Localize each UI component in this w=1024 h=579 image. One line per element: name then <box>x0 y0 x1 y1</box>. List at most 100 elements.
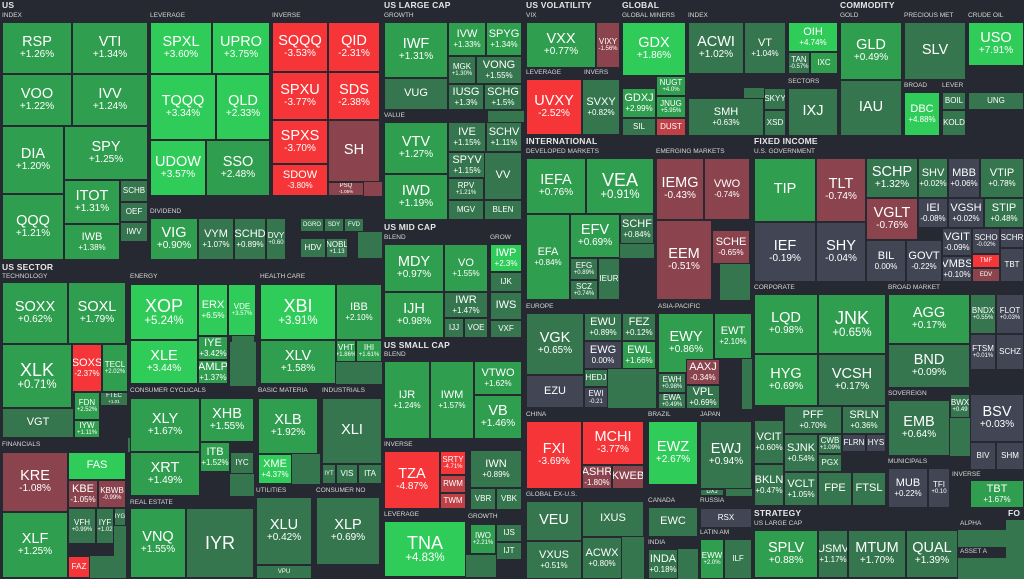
small-etf-cluster[interactable] <box>488 111 524 122</box>
etf-tile-vgt[interactable]: VGT <box>2 408 74 438</box>
etf-tile-itot[interactable]: ITOT +1.31% <box>64 180 120 224</box>
etf-tile-shv[interactable]: SHV +0.02% <box>918 158 948 198</box>
etf-tile-vxx[interactable]: VXX +0.77% <box>526 22 596 68</box>
etf-tile-xhb[interactable]: XHB +1.55% <box>200 398 254 442</box>
etf-tile-rwm[interactable]: RWM <box>440 475 466 493</box>
small-etf-cluster[interactable] <box>230 342 256 386</box>
etf-tile-sil[interactable]: SIL <box>622 118 656 136</box>
etf-tile-iwp[interactable]: IWP +2.3% <box>490 244 522 272</box>
etf-tile-oih[interactable]: OIH +4.74% <box>788 22 838 52</box>
etf-tile-fez[interactable]: FEZ +0.12% <box>622 313 656 341</box>
etf-tile-efg[interactable]: EFG +0.89% <box>570 258 598 280</box>
etf-tile-tfi[interactable]: TFI +0.10 <box>928 468 950 508</box>
etf-tile-sqqq[interactable]: SQQQ -3.53% <box>272 22 328 72</box>
etf-tile-fdn[interactable]: FDN +2.52% <box>74 392 100 420</box>
etf-tile-nugt[interactable]: NUGT +4.0% <box>656 76 686 96</box>
etf-tile-vong[interactable]: VONG +1.55% <box>476 56 522 84</box>
etf-tile-ashr[interactable]: ASHR -1.80% <box>582 465 612 489</box>
etf-tile-ewh[interactable]: EWH +0.98% <box>658 373 686 393</box>
etf-tile-skyy[interactable]: SKYY <box>764 88 786 110</box>
etf-tile-slv[interactable]: SLV <box>904 22 966 80</box>
etf-tile-xop[interactable]: XOP +5.24% <box>130 284 198 340</box>
etf-tile-ung[interactable]: UNG <box>968 92 1024 110</box>
etf-tile-vym[interactable]: VYM +1.07% <box>198 218 234 260</box>
etf-tile-srty[interactable]: SRTY -4.71% <box>440 451 466 475</box>
etf-tile-mbb[interactable]: MBB +0.06% <box>948 158 980 198</box>
etf-tile-vnq[interactable]: VNQ +1.55% <box>130 508 186 578</box>
small-etf-cluster[interactable] <box>726 489 752 496</box>
etf-tile-tlt[interactable]: TLT -0.74% <box>816 158 866 222</box>
sector-label[interactable]: US LARGE CAP <box>384 0 451 10</box>
etf-tile-upro[interactable]: UPRO +3.75% <box>212 22 270 74</box>
etf-tile-vclt[interactable]: VCLT +1.05% <box>784 472 818 506</box>
etf-tile-tza[interactable]: TZA -4.87% <box>384 451 440 509</box>
etf-tile-ivv[interactable]: IVV +1.24% <box>72 74 148 126</box>
etf-tile-soxs[interactable]: SOXS -2.37% <box>72 344 102 392</box>
etf-tile-vwo[interactable]: VWO -0.74% <box>704 158 750 220</box>
etf-tile-vo[interactable]: VO +1.55% <box>444 244 488 292</box>
small-etf-cluster[interactable] <box>608 369 656 408</box>
etf-tile-spyg[interactable]: SPYG +1.34% <box>486 22 522 56</box>
etf-tile-schg[interactable]: SCHG +1.5% <box>484 84 522 110</box>
etf-tile-sjnk[interactable]: SJNK +0.54% <box>784 434 818 472</box>
etf-tile-ewc[interactable]: EWC <box>648 507 698 537</box>
small-etf-cluster[interactable] <box>958 530 1006 547</box>
etf-tile-vpu[interactable]: VPU <box>256 565 312 579</box>
etf-tile-gld[interactable]: GLD +0.49% <box>840 22 902 80</box>
etf-tile-dbc[interactable]: DBC +4.88% <box>904 92 940 136</box>
etf-tile-eww[interactable]: EWW +2.0% <box>700 539 724 579</box>
etf-tile-rsp[interactable]: RSP +1.26% <box>2 22 72 74</box>
etf-tile-lqd[interactable]: LQD +0.98% <box>754 294 818 354</box>
etf-tile-kweb[interactable]: KWEB <box>612 465 644 489</box>
etf-tile-bsv[interactable]: BSV +0.03% <box>970 394 1024 442</box>
etf-tile-schd[interactable]: SCHD +0.89% <box>234 218 266 260</box>
etf-tile-ewg[interactable]: EWG 0.00% <box>584 341 622 369</box>
etf-tile-svxy[interactable]: SVXY +0.82% <box>582 79 620 135</box>
etf-tile-iyc[interactable]: IYC <box>230 452 254 474</box>
etf-tile-vixy[interactable]: VIXY -1.56% <box>596 22 620 68</box>
etf-tile-faz[interactable]: FAZ <box>68 556 90 578</box>
etf-tile-rsx[interactable]: RSX <box>700 508 752 528</box>
etf-tile-flrn[interactable]: FLRN <box>842 434 866 452</box>
etf-tile-vmbs[interactable]: VMBS +0.10% <box>942 256 972 282</box>
etf-tile-xlb[interactable]: XLB +1.92% <box>258 398 318 454</box>
sector-label[interactable]: INTERNATIONAL <box>526 136 598 146</box>
etf-tile-pff[interactable]: PFF +0.70% <box>784 406 842 434</box>
etf-tile-kre[interactable]: KRE -1.08% <box>2 452 68 512</box>
etf-tile-xrt[interactable]: XRT +1.49% <box>130 452 200 496</box>
etf-tile-govt[interactable]: GOVT -0.22% <box>906 240 942 282</box>
etf-tile-iwn[interactable]: IWN +0.89% <box>470 450 522 488</box>
etf-tile-xlk[interactable]: XLK +0.71% <box>2 344 72 408</box>
etf-tile-spxu[interactable]: SPXU -3.77% <box>272 72 328 120</box>
etf-tile-veu[interactable]: VEU <box>526 501 582 541</box>
small-etf-cluster[interactable] <box>950 418 970 456</box>
etf-tile-fvd[interactable]: FVD <box>344 218 364 232</box>
etf-tile-scho[interactable]: SCHO -0.02% <box>972 228 1000 254</box>
etf-tile-mub[interactable]: MUB +0.22% <box>888 468 928 508</box>
etf-tile-tna[interactable]: TNA +4.83% <box>384 521 466 577</box>
etf-tile-boil[interactable]: BOIL <box>942 92 966 110</box>
etf-tile-iws[interactable]: IWS <box>490 292 522 320</box>
etf-tile-schb[interactable]: SCHB <box>120 180 148 202</box>
etf-tile-itb[interactable]: ITB +1.52% <box>200 442 230 472</box>
etf-tile-iyf[interactable]: IYF +1.02 <box>96 508 114 544</box>
small-etf-cluster[interactable] <box>336 362 382 384</box>
etf-tile-iemg[interactable]: IEMG -0.43% <box>656 158 704 220</box>
etf-tile-bnd[interactable]: BND +0.09% <box>888 344 970 388</box>
sector-label[interactable]: US MID CAP <box>384 222 437 232</box>
etf-tile-tqqq[interactable]: TQQQ +3.34% <box>150 74 216 140</box>
etf-tile-oef[interactable]: OEF <box>120 202 148 222</box>
etf-tile-spxs[interactable]: SPXS -3.70% <box>272 120 328 164</box>
etf-tile-ijs[interactable]: IJS <box>496 524 522 542</box>
etf-tile-sh[interactable]: SH <box>328 120 380 182</box>
etf-tile-scz[interactable]: SCZ +0.74% <box>570 280 598 300</box>
etf-tile-mtum[interactable]: MTUM +1.70% <box>848 530 906 578</box>
etf-tile-vcit[interactable]: VCIT +0.60% <box>754 420 784 464</box>
etf-tile-iusg[interactable]: IUSG +1.3% <box>448 84 484 110</box>
etf-tile-ixj[interactable]: IXJ <box>788 88 838 136</box>
etf-tile-tip[interactable]: TIP <box>754 158 816 222</box>
etf-tile-erx[interactable]: ERX +6.5% <box>198 284 228 336</box>
etf-tile-dxj[interactable]: DXJ <box>700 489 724 496</box>
sector-label[interactable]: FIXED INCOME <box>754 136 818 146</box>
small-etf-cluster[interactable] <box>292 454 320 484</box>
